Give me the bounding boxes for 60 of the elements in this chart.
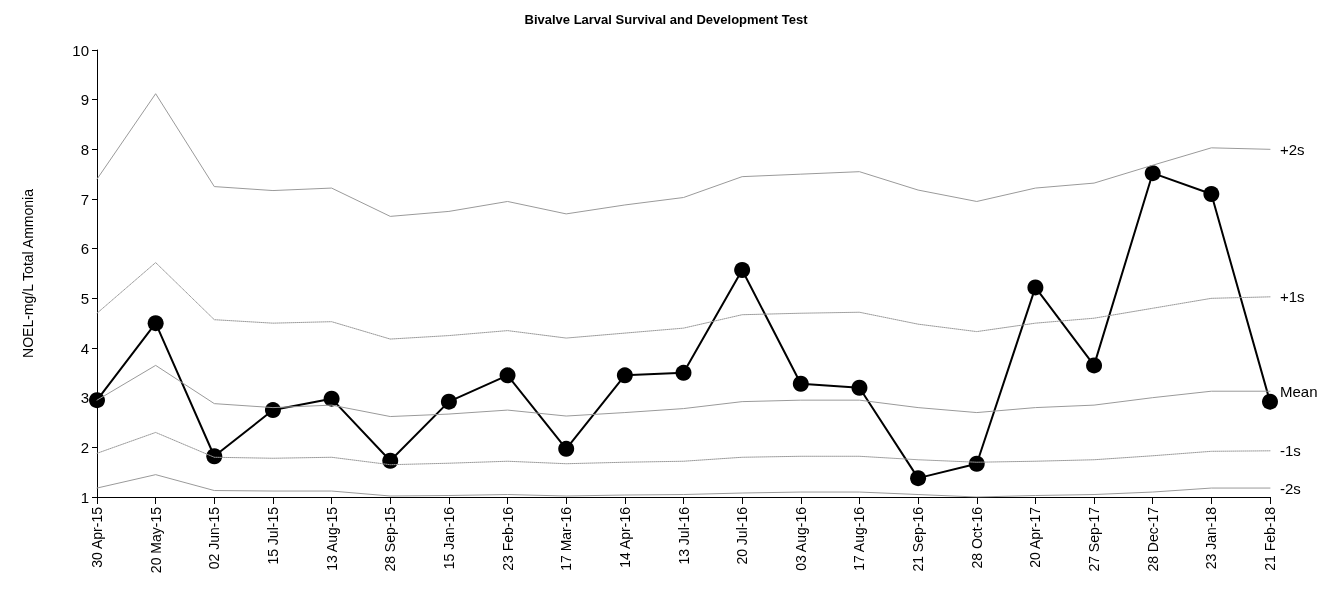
line-series: [96, 262, 1271, 340]
x-tick-label: 14 Apr-16: [616, 506, 633, 568]
y-tick-label: 3: [80, 389, 89, 407]
x-tick-label: 23 Feb-16: [499, 506, 516, 571]
point: [851, 379, 868, 396]
x-tick-label: 27 Sep-17: [1086, 506, 1103, 572]
x-tick-label: 28 Dec-17: [1144, 506, 1161, 572]
x-tick-label: 15 Jul-15: [264, 506, 281, 565]
y-tick-label: 5: [80, 289, 89, 307]
x-tick-label: 20 May-15: [147, 506, 164, 574]
point: [616, 367, 633, 384]
y-tick-label: 1: [80, 488, 89, 506]
series-label: -1s: [1280, 442, 1301, 460]
point: [440, 393, 457, 410]
x-tick-label: 17 Mar-16: [558, 506, 575, 571]
y-tick-label: 9: [80, 91, 89, 109]
point: [206, 448, 223, 465]
x-tick-label: 21 Feb-18: [1262, 506, 1278, 571]
series-label: -2s: [1280, 479, 1301, 497]
point: [499, 367, 516, 384]
x-tick-label: 20 Apr-17: [1027, 506, 1044, 568]
point: [89, 392, 105, 409]
x-tick-label: 13 Jul-16: [675, 506, 692, 565]
point: [558, 440, 575, 457]
x-tick-label: 03 Aug-16: [792, 506, 809, 571]
x-tick-label: 13 Aug-15: [323, 506, 340, 571]
x-tick-label: 30 Apr-15: [89, 506, 105, 568]
point: [792, 375, 809, 392]
x-tick-label: 20 Jul-16: [734, 506, 751, 565]
x-tick-label: 28 Oct-16: [968, 506, 985, 569]
point: [264, 402, 281, 419]
y-tick-label: 10: [72, 41, 89, 59]
x-tick-label: 28 Sep-15: [382, 506, 399, 572]
y-tick-label: 2: [80, 438, 89, 456]
series-label: +2s: [1280, 140, 1305, 158]
point: [1262, 393, 1278, 410]
point: [147, 315, 164, 332]
y-tick-label: 7: [80, 190, 89, 208]
x-tick-label: 21 Sep-16: [910, 506, 927, 572]
point: [1203, 186, 1220, 203]
point: [675, 364, 692, 381]
y-axis-title: NOEL-mg/L Total Ammonia: [20, 188, 36, 358]
x-tick-label: 17 Aug-16: [851, 506, 868, 571]
y-tick-label: 6: [80, 240, 89, 258]
point: [910, 470, 927, 487]
point: [734, 262, 751, 279]
point: [323, 390, 340, 407]
y-tick-label: 4: [80, 339, 89, 357]
point: [382, 452, 399, 469]
x-tick-label: 02 Jun-15: [206, 506, 223, 570]
point: [1086, 357, 1103, 374]
series-label: +1s: [1280, 288, 1305, 306]
chart-title: Bivalve Larval Survival and Development Test: [524, 12, 809, 27]
point: [1027, 279, 1044, 296]
y-tick-label: 8: [80, 140, 89, 158]
x-tick-label: 23 Jan-18: [1203, 506, 1220, 570]
x-tick-label: 15 Jan-16: [440, 506, 457, 570]
series-label: Mean: [1280, 382, 1318, 400]
point: [1144, 165, 1161, 182]
line-series: [96, 93, 1271, 217]
